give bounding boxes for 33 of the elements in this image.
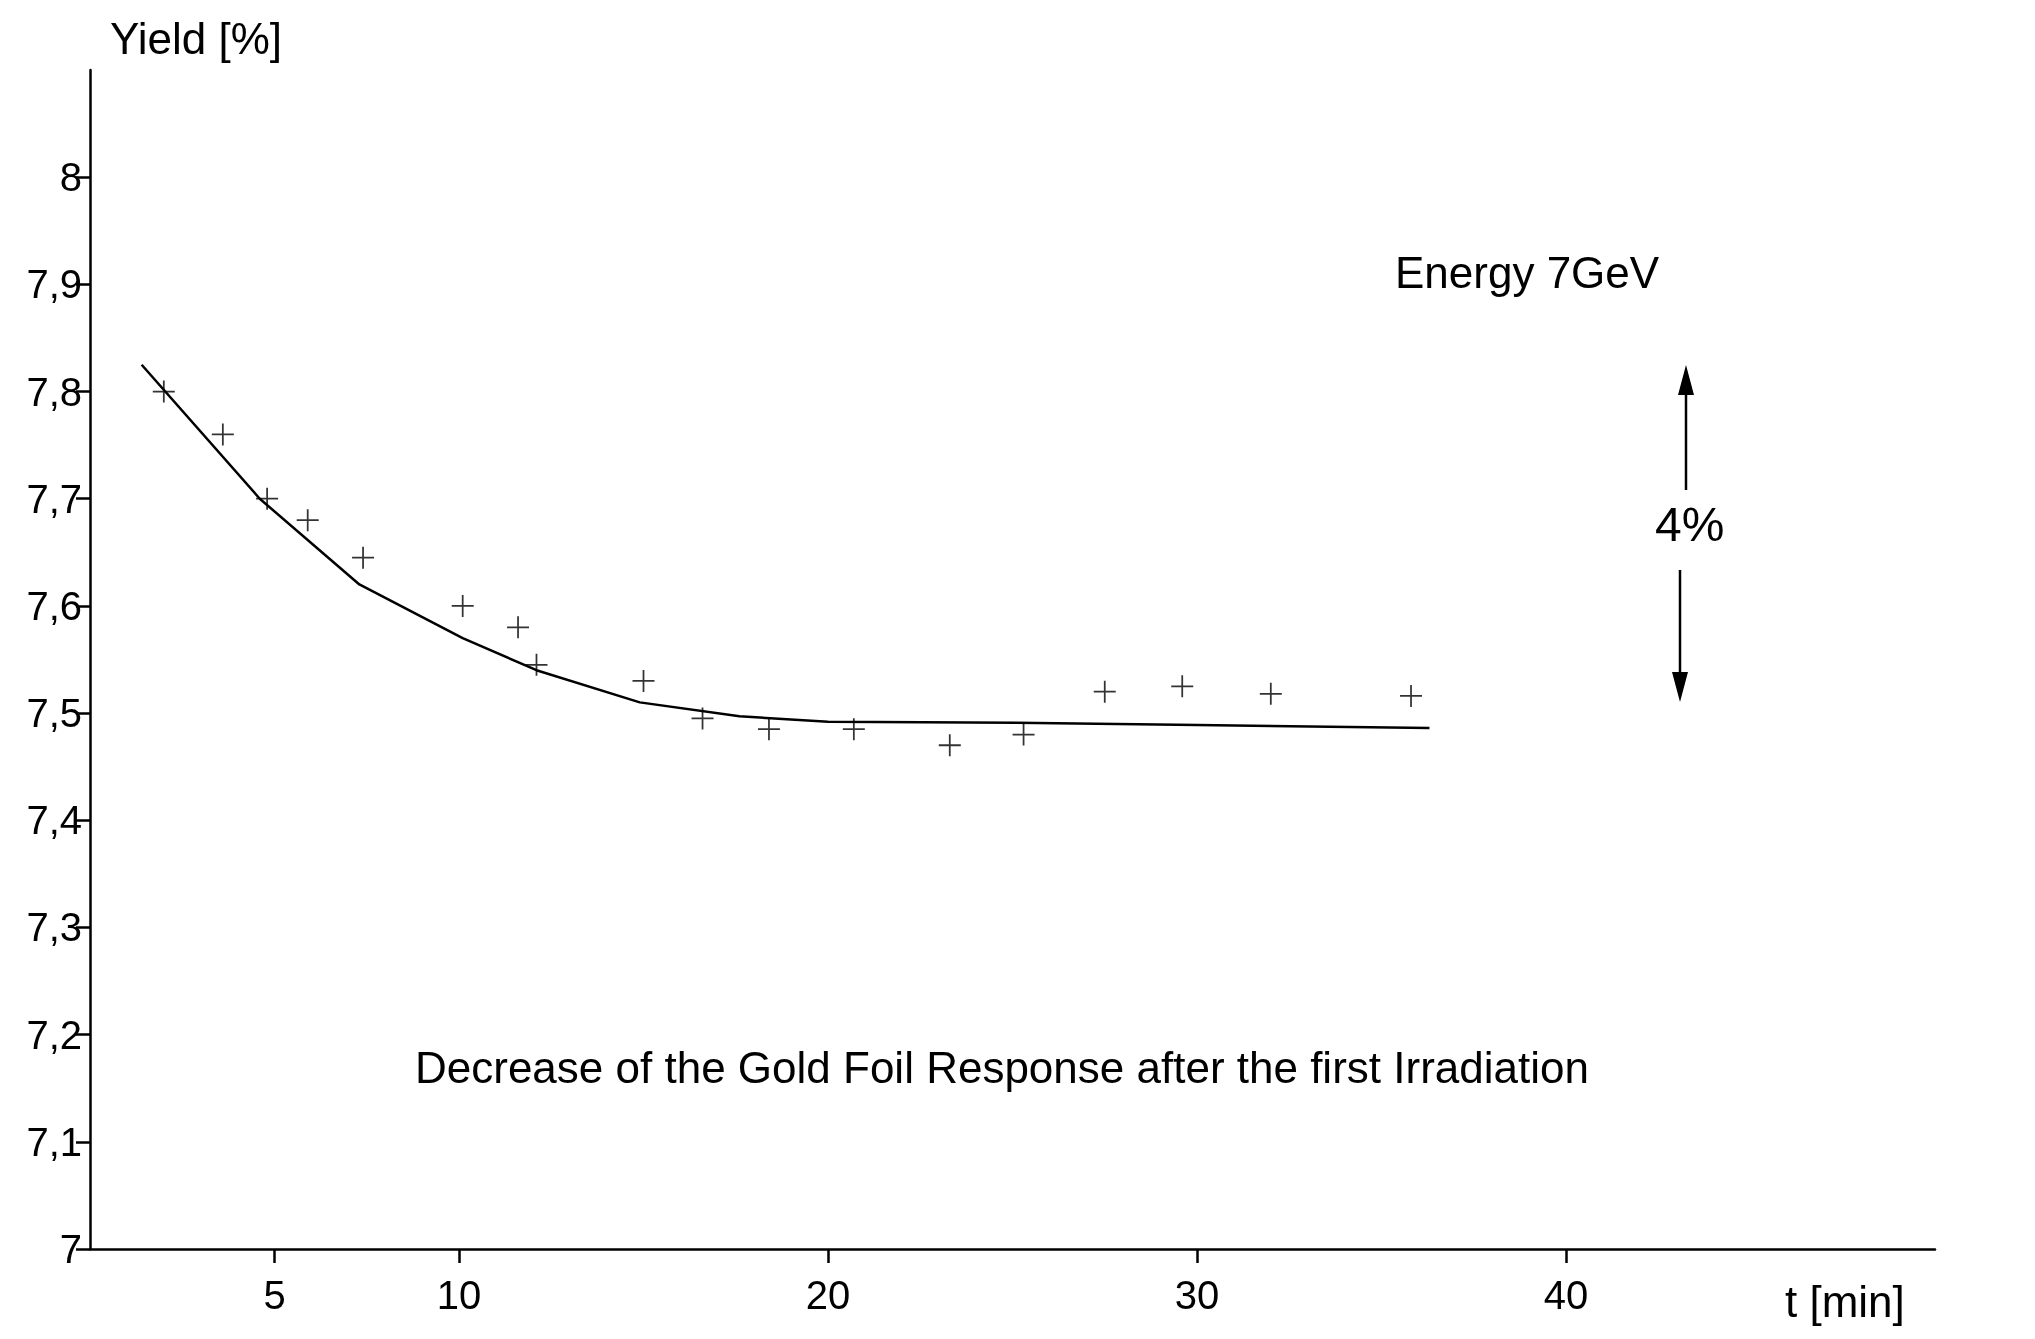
point	[757, 718, 780, 741]
point	[1171, 675, 1194, 698]
point	[256, 487, 279, 510]
y-tick-label: 7,3	[26, 905, 82, 950]
point	[1400, 684, 1423, 707]
point	[842, 718, 865, 741]
x-tick-label: 30	[1174, 1273, 1220, 1317]
point	[352, 546, 375, 569]
y-tick-label: 7,6	[26, 583, 82, 628]
point	[1093, 680, 1116, 703]
point	[1259, 682, 1282, 705]
x-tick-label: 40	[1543, 1273, 1589, 1317]
x-tick-label: 5	[263, 1273, 286, 1317]
text: Decrease of the Gold Foil Response after the first Irradiation	[415, 1042, 1589, 1092]
y-tick-label: 7,1	[26, 1119, 82, 1164]
x-tick-label: 20	[805, 1273, 851, 1317]
y-tick-label: 7,7	[26, 476, 82, 521]
y-tick-label: 7	[59, 1227, 82, 1271]
y-tick-label: 7,9	[26, 262, 82, 307]
annotation: 4%	[1655, 497, 1725, 551]
y-tick-label: 8	[59, 155, 82, 200]
point	[507, 616, 530, 639]
x-axis-title: t [min]	[1785, 1276, 1905, 1326]
y-axis-title: Yield [%]	[110, 13, 283, 63]
y-tick-label: 7,8	[26, 369, 82, 414]
y-tick-label: 7,5	[26, 691, 82, 736]
point	[296, 509, 319, 532]
annotation: Energy 7GeV	[1395, 247, 1660, 297]
x-tick-label: 10	[436, 1273, 482, 1317]
point	[451, 594, 474, 617]
point	[938, 734, 961, 757]
y-tick-label: 7,2	[26, 1012, 82, 1057]
y-tick-label: 7,4	[26, 798, 82, 843]
